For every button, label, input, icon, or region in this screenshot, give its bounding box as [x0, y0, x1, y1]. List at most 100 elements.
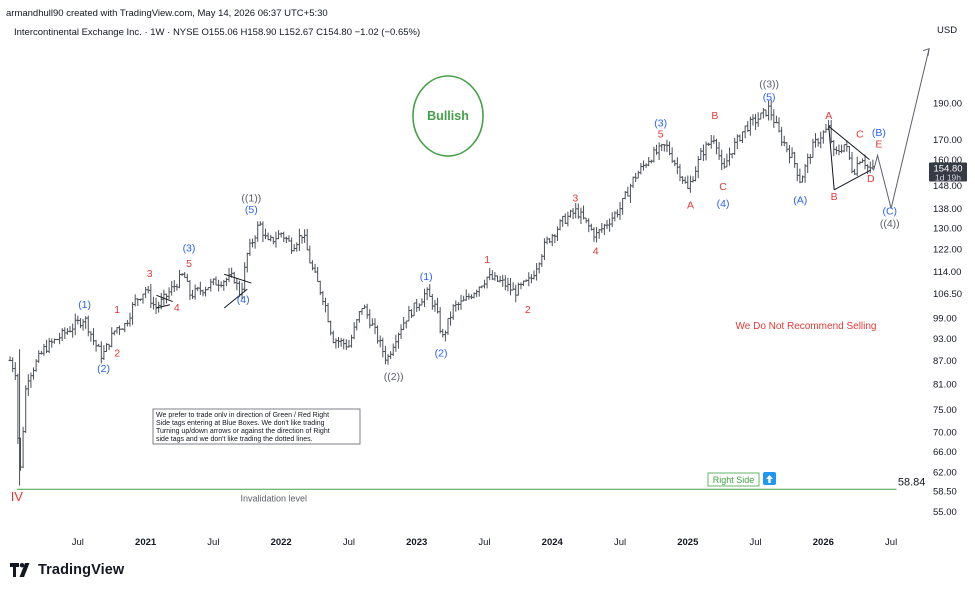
ohlc-bar [352, 322, 356, 340]
ohlc-bar [508, 278, 513, 296]
ohlc-bar [402, 316, 406, 331]
wave-label: 3 [572, 192, 578, 204]
ohlc-bar [813, 133, 818, 148]
wave-label: 1 [484, 254, 490, 266]
ohlc-bar [793, 151, 797, 168]
ohlc-bar [404, 320, 408, 329]
triangle-upper-line [224, 273, 252, 284]
ohlc-bar [89, 331, 93, 342]
wave-label: (3) [654, 117, 667, 129]
ohlc-bar [456, 302, 461, 311]
time-tick: Jul [343, 537, 355, 548]
price-chart[interactable]: Invalidation level58.84IV(1)(2)1234(3)5(… [0, 0, 975, 556]
ohlc-bar [183, 272, 187, 279]
wave-label: D [867, 173, 875, 185]
ohlc-bar [574, 203, 578, 219]
ohlc-bar [336, 336, 341, 348]
ohlc-bar [699, 148, 703, 161]
wave-label: 5 [186, 258, 192, 270]
wave-label: E [875, 138, 882, 150]
ohlc-bar [785, 142, 789, 153]
wave-label: C [856, 129, 864, 141]
ohlc-bar [446, 317, 450, 335]
ohlc-bar [26, 374, 30, 396]
disclaimer-line: side tags and we don't like trading the … [156, 436, 313, 443]
bullish-badge: Bullish [412, 75, 484, 157]
ohlc-bar [772, 109, 776, 128]
triangle-lower-line [223, 288, 248, 309]
wave-label: (2) [97, 363, 110, 375]
ohlc-bar [115, 327, 119, 334]
ohlc-bar [688, 175, 693, 193]
ohlc-bar [394, 334, 398, 352]
ohlc-bar [615, 209, 620, 218]
ohlc-bar [819, 131, 823, 149]
ohlc-bar [170, 281, 174, 296]
wave-label: (5) [763, 91, 776, 103]
invalidation-level-label: Invalidation level [240, 493, 307, 503]
price-tick: 87.00 [933, 356, 957, 367]
wave-label: (1) [78, 299, 91, 311]
wave-label: 2 [525, 304, 531, 316]
ohlc-bar [454, 300, 458, 312]
ohlc-bar [349, 334, 354, 348]
up-arrow-glyph-icon [766, 475, 773, 483]
wave-label: 4 [174, 302, 180, 314]
time-tick: 2025 [677, 537, 699, 548]
ohlc-bar [151, 296, 156, 310]
ohlc-bar [740, 131, 745, 143]
ohlc-bar [639, 163, 643, 175]
price-tick: 148.00 [933, 181, 962, 192]
ohlc-bar [355, 319, 359, 331]
wave-label: 3 [147, 268, 153, 280]
ohlc-bar [123, 322, 127, 333]
triangle-lower-line [833, 169, 872, 191]
ohlc-bar [417, 303, 421, 311]
ohlc-bar [607, 218, 612, 232]
wave-label: IV [11, 489, 24, 504]
ohlc-bar [451, 304, 455, 320]
tradingview-logo[interactable]: TradingView [10, 562, 124, 578]
ohlc-bar [396, 332, 401, 349]
ohlc-bar [832, 139, 836, 157]
ohlc-bar [386, 353, 390, 365]
price-tick: 58.50 [933, 487, 957, 498]
ohlc-bar [561, 215, 565, 227]
ohlc-bar [811, 138, 815, 158]
chart-frame: armandhull90 created with TradingView.co… [0, 0, 975, 556]
ohlc-bar [691, 176, 695, 183]
ohlc-bar [535, 263, 539, 281]
ohlc-bar [144, 287, 148, 299]
price-tick: 160.00 [933, 155, 962, 166]
ohlc-bar [563, 213, 567, 225]
ohlc-bar [850, 152, 854, 174]
ohlc-bar [438, 306, 442, 334]
ohlc-bar [107, 343, 111, 351]
ohlc-bar [263, 228, 268, 240]
ohlc-bar [274, 231, 278, 248]
ohlc-bar [266, 232, 270, 241]
symbol-legend: Intercontinental Exchange Inc. · 1W · NY… [14, 27, 421, 38]
ohlc-bar [780, 126, 784, 147]
ohlc-bar [787, 145, 792, 164]
ohlc-bar [305, 228, 309, 251]
ohlc-bar [621, 197, 625, 215]
ohlc-bar [435, 297, 440, 314]
ohlc-bar [717, 142, 721, 160]
ohlc-bar [235, 278, 239, 291]
ohlc-bar [592, 227, 596, 242]
ohlc-bar [219, 281, 223, 288]
wave-label: ((3)) [759, 79, 779, 91]
ohlc-bar [803, 163, 807, 183]
ohlc-bar [71, 323, 75, 338]
disclaimer-box: We prefer to trade onlv in direction of … [152, 408, 361, 445]
bar-countdown: 1d 19h [935, 172, 961, 182]
time-tick: 2021 [135, 537, 157, 548]
ohlc-bar [399, 324, 403, 339]
wave-label: 4 [593, 245, 599, 257]
ohlc-bar [185, 273, 189, 282]
bullish-circle [412, 75, 484, 157]
ohlc-bar [428, 284, 432, 297]
ohlc-bar [21, 426, 25, 469]
ohlc-bar [798, 168, 802, 184]
